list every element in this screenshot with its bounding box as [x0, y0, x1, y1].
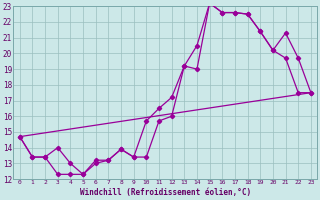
X-axis label: Windchill (Refroidissement éolien,°C): Windchill (Refroidissement éolien,°C) [80, 188, 251, 197]
